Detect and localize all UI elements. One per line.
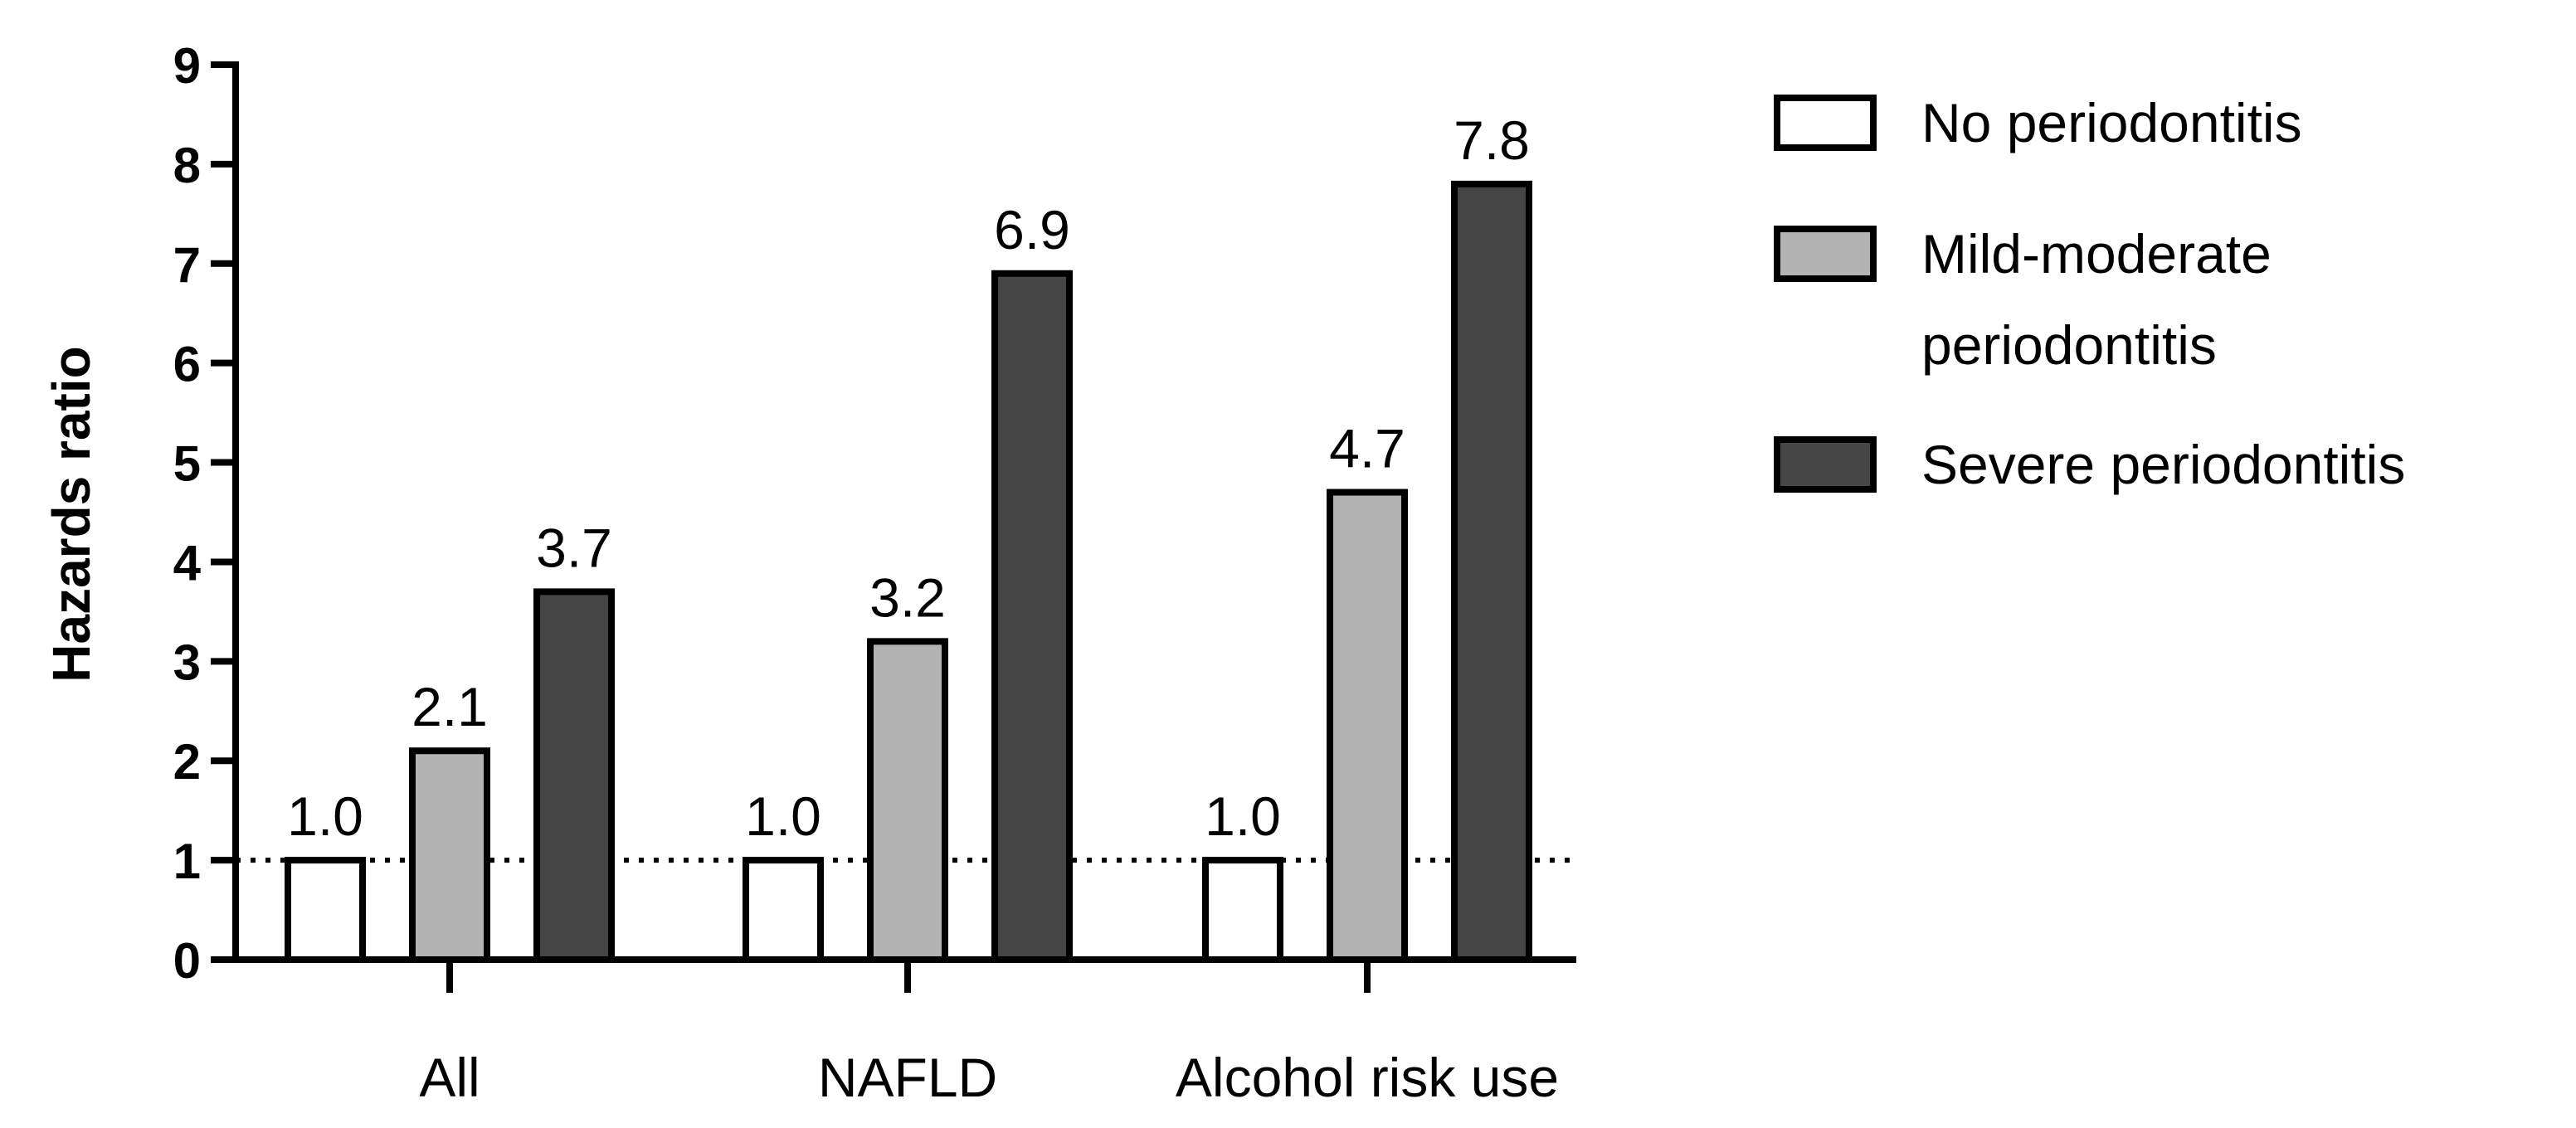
y-tick-label: 2	[173, 734, 201, 790]
x-tick-label: All	[419, 1047, 480, 1108]
data-label: 6.9	[994, 199, 1070, 260]
data-label: 1.0	[745, 785, 821, 847]
x-tick-label: NAFLD	[818, 1047, 997, 1108]
legend-label: No periodontitis	[1921, 92, 2302, 153]
bar	[743, 857, 824, 963]
plot-area: 1.0 1.0 1.0 2.1 3.2 4.7 3.7 6.9 7.8 0 1 2 3 4 5 6 7 8 9 All…	[173, 38, 1576, 1108]
bar	[533, 588, 615, 964]
y-axis-title: Hazards ratio	[41, 346, 101, 682]
x-tick-label: Alcohol risk use	[1176, 1047, 1559, 1108]
y-tick-label: 1	[173, 834, 201, 889]
y-tick-label: 8	[173, 138, 201, 193]
y-tick-label: 6	[173, 337, 201, 392]
bar	[1327, 489, 1408, 963]
data-label: 3.7	[536, 517, 612, 578]
legend-swatch	[1774, 226, 1877, 282]
bar	[1202, 857, 1283, 963]
data-label: 1.0	[1205, 785, 1281, 847]
y-tick-label: 9	[173, 38, 201, 94]
legend: No periodontitis Mild-moderate periodontit…	[1774, 92, 2405, 495]
legend-label: Severe periodontitis	[1921, 434, 2405, 495]
data-label: 1.0	[287, 785, 363, 847]
data-label: 3.2	[869, 566, 946, 628]
y-tick-label: 4	[173, 535, 202, 591]
legend-swatch	[1774, 436, 1877, 493]
y-tick-label: 7	[173, 237, 201, 293]
bar	[991, 270, 1073, 963]
bar	[1451, 180, 1532, 964]
y-tick-label: 3	[173, 634, 201, 690]
bar	[409, 747, 490, 963]
legend-label: Mild-moderate	[1921, 223, 2272, 284]
legend-label: periodontitis	[1921, 314, 2217, 376]
y-tick-label: 0	[173, 933, 201, 989]
bar	[867, 638, 948, 963]
data-label: 7.8	[1454, 109, 1530, 171]
y-tick-label: 5	[173, 436, 201, 492]
legend-swatch	[1774, 95, 1877, 151]
data-label: 4.7	[1329, 418, 1405, 479]
data-label: 2.1	[411, 676, 488, 737]
bar	[285, 857, 366, 963]
